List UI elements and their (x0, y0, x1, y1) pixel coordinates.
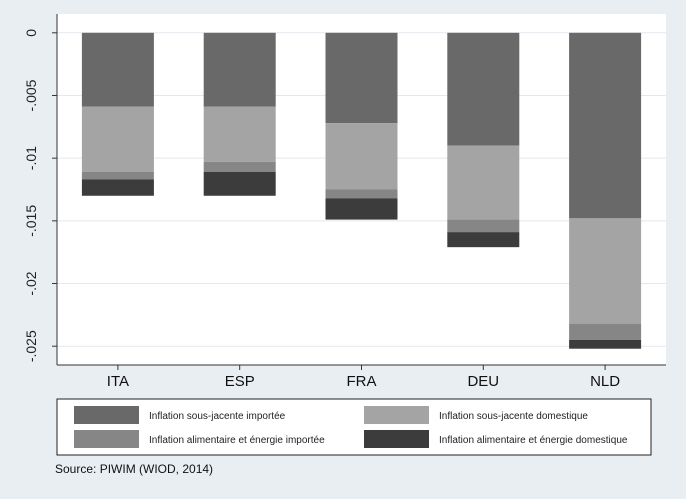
bar-segment (203, 171, 276, 196)
bar-segment (81, 32, 154, 107)
legend-label: Inflation sous-jacente importée (149, 411, 286, 422)
bar-segment (203, 161, 276, 172)
x-tick-label: ESP (225, 373, 255, 390)
bar-segment (447, 219, 520, 233)
legend-box (56, 398, 652, 456)
bar-segment (81, 106, 154, 172)
bar-segment (203, 32, 276, 107)
bar-segment (325, 189, 398, 199)
x-axis-labels: ITA ESP FRA DEU NLD (107, 365, 620, 390)
x-tick-label: ITA (107, 373, 129, 390)
x-tick-label: NLD (590, 373, 620, 390)
bar-segment (325, 198, 398, 220)
legend-swatch (364, 406, 429, 424)
bar-segment (203, 106, 276, 162)
x-tick-label: FRA (347, 373, 377, 390)
y-tick-label: 0 (23, 29, 39, 37)
y-axis-ticks: 0 -.005 -.01 -.015 -.02 -.025 (23, 29, 57, 362)
y-tick-label: -.015 (23, 205, 39, 237)
legend-swatch (74, 430, 139, 448)
x-tick-label: DEU (467, 373, 499, 390)
source-note: Source: PIWIM (WIOD, 2014) (55, 462, 214, 476)
bar-segment (447, 145, 520, 220)
bar-segment (569, 218, 642, 324)
legend-label: Inflation alimentaire et énergie domesti… (439, 435, 628, 446)
bar-segment (81, 179, 154, 196)
bar-segment (81, 171, 154, 180)
bar-segment (569, 323, 642, 340)
legend-swatch (74, 406, 139, 424)
legend-swatch (364, 430, 429, 448)
legend: Inflation sous-jacente importée Inflation… (56, 398, 652, 456)
bar-segment (447, 32, 520, 146)
y-tick-label: -.02 (23, 271, 39, 295)
y-tick-label: -.01 (23, 146, 39, 170)
bar-segment (447, 232, 520, 248)
y-tick-label: -.025 (23, 330, 39, 362)
y-tick-label: -.005 (23, 79, 39, 111)
bar-segment (325, 123, 398, 190)
bars (81, 32, 642, 349)
bar-segment (325, 32, 398, 124)
legend-label: Inflation alimentaire et énergie importé… (149, 435, 325, 446)
bar-segment (569, 32, 642, 219)
legend-label: Inflation sous-jacente domestique (439, 411, 588, 422)
bar-segment (569, 339, 642, 349)
